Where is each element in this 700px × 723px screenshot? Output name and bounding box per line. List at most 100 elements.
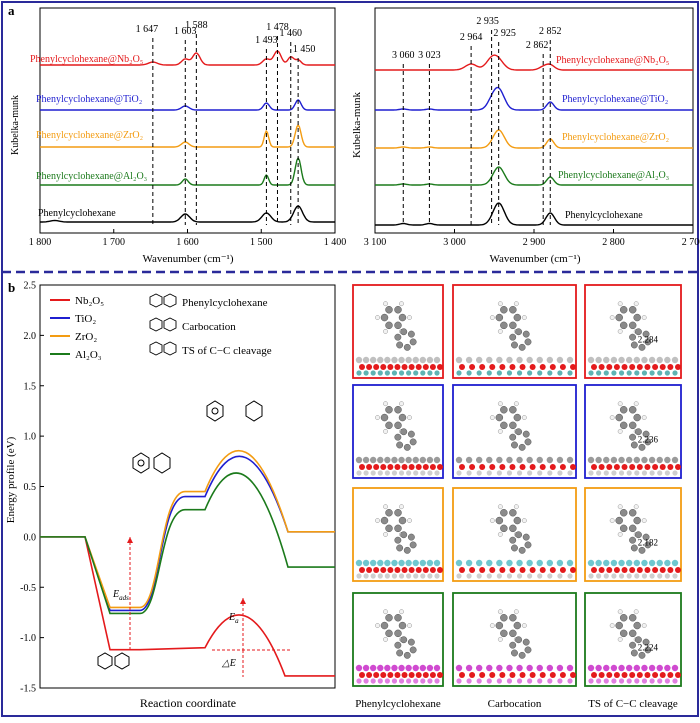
substrate-atom bbox=[595, 664, 602, 672]
carbon-atom bbox=[398, 621, 407, 630]
structure-cell bbox=[452, 592, 577, 687]
substrate-atom bbox=[391, 456, 398, 464]
hydrogen-atom bbox=[489, 315, 495, 320]
hydrogen-atom bbox=[633, 301, 639, 307]
substrate-atom bbox=[618, 678, 625, 684]
substrate-oxygen bbox=[659, 464, 666, 470]
substrate-atom bbox=[557, 470, 563, 476]
substrate-atom bbox=[476, 678, 482, 684]
structure-column-label: Phenylcyclohexane bbox=[355, 698, 441, 710]
substrate-oxygen bbox=[519, 567, 526, 573]
carbon-atom bbox=[509, 333, 517, 341]
substrate-oxygen bbox=[437, 567, 443, 573]
substrate-atom bbox=[486, 470, 492, 476]
species-ring bbox=[163, 293, 177, 308]
substrate-atom bbox=[412, 456, 419, 464]
hydrogen-atom bbox=[617, 609, 623, 615]
substrate-atom bbox=[611, 678, 617, 684]
x-tick-label: 2 800 bbox=[602, 237, 625, 248]
substrate-oxygen bbox=[621, 464, 628, 470]
substrate-atom bbox=[496, 470, 502, 476]
substrate-atom bbox=[413, 573, 419, 579]
substrate-atom bbox=[641, 664, 648, 672]
substrate-atom bbox=[420, 470, 426, 476]
substrate-oxygen bbox=[429, 464, 436, 470]
substrate-atom bbox=[391, 370, 398, 376]
substrate-atom bbox=[547, 678, 553, 684]
hydrogen-atom bbox=[521, 623, 527, 628]
structure-cell: 2.224 bbox=[584, 592, 682, 687]
peak-label: 1 478 bbox=[266, 22, 289, 33]
hydrogen-atom bbox=[497, 531, 503, 537]
carbon-atom bbox=[511, 649, 518, 657]
carbon-atom bbox=[394, 614, 402, 622]
carbon-atom bbox=[619, 614, 628, 622]
carbon-atom bbox=[403, 343, 411, 351]
carbon-atom bbox=[634, 636, 642, 644]
substrate-oxygen bbox=[429, 672, 436, 678]
carbon-atom bbox=[385, 509, 393, 517]
substrate-atom bbox=[456, 573, 462, 579]
substrate-atom bbox=[506, 370, 513, 376]
structure-column-label: Carbocation bbox=[488, 698, 542, 710]
x-tick-label: 3 000 bbox=[443, 237, 466, 248]
hydrogen-atom bbox=[617, 301, 623, 307]
substrate-atom bbox=[656, 456, 663, 464]
hydrogen-atom bbox=[617, 428, 623, 434]
substrate-oxygen bbox=[499, 567, 506, 573]
substrate-oxygen bbox=[415, 364, 422, 370]
structure-cell bbox=[352, 384, 444, 479]
substrate-oxygen bbox=[366, 464, 373, 470]
substrate-atom bbox=[641, 559, 648, 567]
substrate-oxygen bbox=[606, 567, 613, 573]
structure-cell-frame bbox=[352, 592, 444, 687]
substrate-oxygen bbox=[387, 567, 394, 573]
energy-profile-ylabel: Energy profile (eV) bbox=[5, 436, 17, 523]
x-tick-label: 1 700 bbox=[103, 237, 126, 248]
substrate-oxygen bbox=[636, 567, 643, 573]
substrate-atom bbox=[626, 370, 632, 376]
substrate-atom bbox=[566, 664, 574, 672]
carbon-atom bbox=[509, 406, 517, 414]
carbon-atom bbox=[385, 629, 393, 638]
substrate-atom bbox=[398, 470, 405, 476]
eads-label: Eads bbox=[112, 589, 129, 602]
substrate-atom bbox=[596, 573, 602, 579]
substrate-oxygen bbox=[549, 567, 556, 573]
substrate-atom bbox=[664, 370, 670, 376]
hydrogen-atom bbox=[383, 609, 388, 615]
substrate-atom bbox=[656, 664, 663, 672]
hydrogen-atom bbox=[609, 518, 615, 523]
substrate-atom bbox=[516, 470, 523, 476]
substrate-atom bbox=[537, 370, 543, 376]
substrate-atom bbox=[587, 356, 595, 364]
substrate-atom bbox=[567, 370, 573, 376]
carbon-atom bbox=[515, 428, 523, 436]
energy-line-ZrO2 bbox=[40, 449, 335, 609]
substrate-oxygen bbox=[629, 464, 636, 470]
substrate-atom bbox=[391, 573, 398, 579]
substrate-oxygen bbox=[479, 364, 486, 370]
substrate-atom bbox=[420, 370, 426, 376]
substrate-atom bbox=[516, 559, 523, 567]
substrate-oxygen bbox=[570, 364, 576, 370]
substrate-oxygen bbox=[373, 364, 380, 370]
substrate-oxygen bbox=[479, 672, 486, 678]
carbon-atom bbox=[409, 541, 417, 549]
substrate-atom bbox=[363, 470, 369, 476]
substrate-atom bbox=[603, 356, 610, 364]
substrate-atom bbox=[406, 370, 412, 376]
substrate-atom bbox=[557, 573, 563, 579]
carbon-atom bbox=[398, 313, 407, 322]
substrate-atom bbox=[369, 456, 377, 464]
species-ring bbox=[149, 293, 163, 308]
carbon-atom bbox=[509, 614, 517, 622]
substrate-atom bbox=[656, 356, 663, 364]
substrate-oxygen bbox=[394, 567, 401, 573]
carbon-atom bbox=[500, 306, 508, 314]
carbon-atom bbox=[500, 321, 508, 330]
series-label-TiO2: Phenylcyclohexane@TiO₂ bbox=[36, 94, 142, 105]
substrate-atom bbox=[377, 456, 384, 464]
carbon-atom bbox=[380, 516, 389, 525]
carbon-atom bbox=[633, 313, 641, 322]
